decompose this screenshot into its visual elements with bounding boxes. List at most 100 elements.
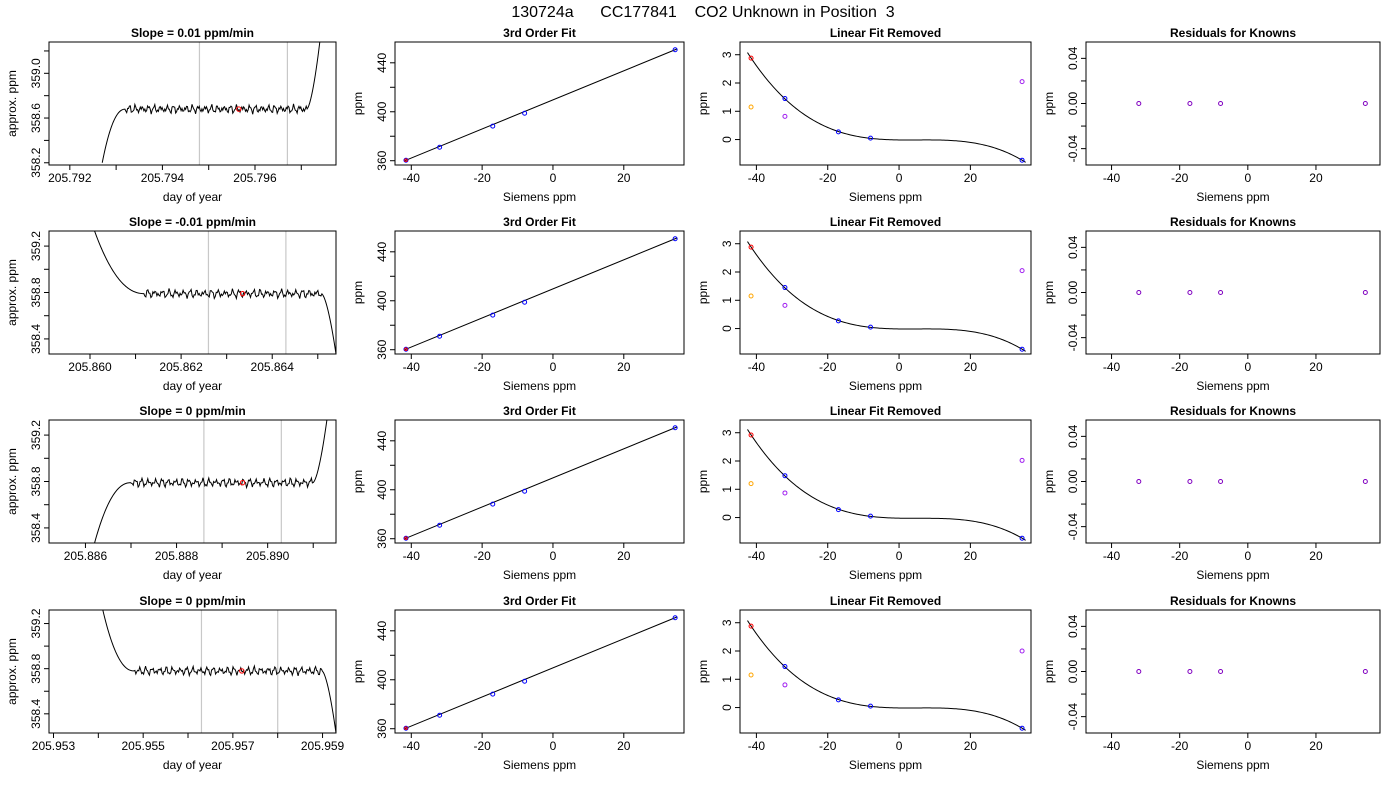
- x-axis-label: Siemens ppm: [503, 190, 576, 204]
- x-axis: -40 -20 0 20: [403, 733, 631, 753]
- x-tick-label: 20: [617, 549, 631, 563]
- x-tick-label: -40: [1103, 360, 1121, 374]
- panel-title: 3rd Order Fit: [503, 215, 576, 229]
- plot-frame: [1085, 41, 1381, 166]
- plot-frame: [394, 419, 685, 544]
- known-point: [835, 507, 841, 513]
- panel-linear_removed-4: Linear Fit Removed -40 -20 0 20 Siemens ppm 0 1…: [696, 594, 1032, 772]
- y-tick-label: 358.6: [29, 103, 43, 133]
- plot-area: [94, 420, 328, 543]
- y-tick-label: 3: [720, 240, 734, 247]
- known-point: [490, 691, 496, 697]
- y-axis: 358.4 358.8 359.2: [29, 608, 49, 729]
- fit-line: [404, 48, 678, 162]
- plot-frame: [1085, 419, 1381, 544]
- plot-frame: [394, 230, 685, 355]
- x-tick-label: -40: [403, 171, 421, 185]
- panel-fit-2: 3rd Order Fit -40 -20 0 20 Siemens ppm 360 400 4…: [351, 215, 685, 393]
- y-axis-label: ppm: [351, 281, 365, 304]
- x-axis-label: day of year: [163, 568, 222, 582]
- violet-point: [782, 682, 788, 688]
- panel-title: Residuals for Knowns: [1170, 215, 1296, 229]
- x-tick-label: 20: [617, 171, 631, 185]
- x-axis: -40 -20 0 20: [1103, 165, 1323, 185]
- y-tick-label: 358.4: [29, 698, 43, 728]
- x-tick-label: 20: [1309, 739, 1323, 753]
- x-tick-label: 205.792: [48, 171, 92, 185]
- x-axis: 205.860 205.862 205.864: [68, 354, 319, 374]
- x-axis: -40 -20 0 20: [403, 165, 631, 185]
- x-tick-label: 20: [964, 360, 978, 374]
- y-tick-label: 358.8: [29, 277, 43, 307]
- known-point: [437, 522, 443, 528]
- x-tick-label: -20: [1171, 739, 1189, 753]
- plot-area: [1136, 101, 1368, 106]
- x-tick-label: 205.794: [141, 171, 185, 185]
- x-tick-label: 0: [550, 549, 557, 563]
- x-tick-label: 0: [550, 171, 557, 185]
- x-tick-label: 0: [896, 171, 903, 185]
- panel-title: Linear Fit Removed: [830, 594, 941, 608]
- y-axis: 0 1 2 3: [720, 240, 740, 332]
- plot-frame: [48, 230, 337, 355]
- y-tick-label: 358.4: [29, 324, 43, 354]
- y-axis-label: ppm: [696, 470, 710, 493]
- x-axis: -40 -20 0 20: [1103, 733, 1323, 753]
- y-tick-label: 358.4: [29, 513, 43, 543]
- panel-fit-3: 3rd Order Fit -40 -20 0 20 Siemens ppm 360 400 4…: [351, 404, 685, 582]
- y-tick-label: 360: [375, 718, 389, 738]
- x-axis: -40 -20 0 20: [748, 165, 977, 185]
- y-tick-label: 3: [720, 429, 734, 436]
- panel-title: Slope = 0 ppm/min: [139, 404, 245, 418]
- x-axis: 205.792 205.794 205.796: [48, 165, 302, 185]
- panel-title: Residuals for Knowns: [1170, 594, 1296, 608]
- orange-point: [748, 672, 754, 678]
- residual-point: [1136, 479, 1142, 484]
- x-tick-label: 0: [1244, 360, 1251, 374]
- y-tick-label: 440: [375, 241, 389, 261]
- x-axis: 205.953 205.955 205.957 205.959: [32, 733, 345, 753]
- y-tick-label: 360: [375, 528, 389, 548]
- known-point: [782, 285, 788, 291]
- panel-residuals-3: Residuals for Knowns -40 -20 0 20 Siemens ppm…: [1042, 404, 1381, 582]
- x-axis-label: Siemens ppm: [503, 758, 576, 772]
- x-tick-label: -20: [1171, 549, 1189, 563]
- plot-area: [94, 231, 336, 354]
- violet-point: [1019, 457, 1025, 463]
- y-tick-label: 0.04: [1066, 235, 1080, 259]
- x-tick-label: -20: [473, 739, 491, 753]
- orange-point: [748, 481, 754, 487]
- y-tick-label: 360: [375, 150, 389, 170]
- plot-frame: [394, 41, 685, 166]
- y-axis-label: approx. ppm: [5, 638, 19, 705]
- known-point: [1019, 535, 1025, 541]
- known-point: [1019, 346, 1025, 352]
- known-point: [782, 664, 788, 670]
- y-tick-label: 3: [720, 619, 734, 626]
- panel-linear_removed-2: Linear Fit Removed -40 -20 0 20 Siemens ppm 0 1…: [696, 215, 1032, 393]
- y-tick-label: -0.04: [1066, 513, 1080, 541]
- x-tick-label: -20: [473, 360, 491, 374]
- x-tick-label: -40: [1103, 549, 1121, 563]
- y-tick-label: 1: [720, 108, 734, 115]
- y-tick-label: 0.00: [1066, 91, 1080, 115]
- x-tick-label: -20: [819, 549, 837, 563]
- residual-point: [1218, 669, 1224, 674]
- panel-residuals-1: Residuals for Knowns -40 -20 0 20 Siemens ppm…: [1042, 26, 1381, 204]
- y-axis-label: ppm: [351, 92, 365, 115]
- x-axis: -40 -20 0 20: [748, 733, 977, 753]
- known-point: [437, 144, 443, 150]
- y-tick-label: 358.2: [29, 147, 43, 177]
- y-tick-label: 2: [720, 79, 734, 86]
- y-tick-label: -0.04: [1066, 703, 1080, 731]
- orange-point: [748, 293, 754, 299]
- residual-point: [1362, 479, 1368, 484]
- plot-area: [403, 47, 678, 163]
- panel-title: 3rd Order Fit: [503, 26, 576, 40]
- y-tick-label: 400: [375, 101, 389, 121]
- panel-title: Slope = 0.01 ppm/min: [131, 26, 254, 40]
- y-axis: 0 1 2 3: [720, 429, 740, 521]
- y-tick-label: 2: [720, 457, 734, 464]
- known-point: [782, 473, 788, 479]
- x-tick-label: -20: [1171, 360, 1189, 374]
